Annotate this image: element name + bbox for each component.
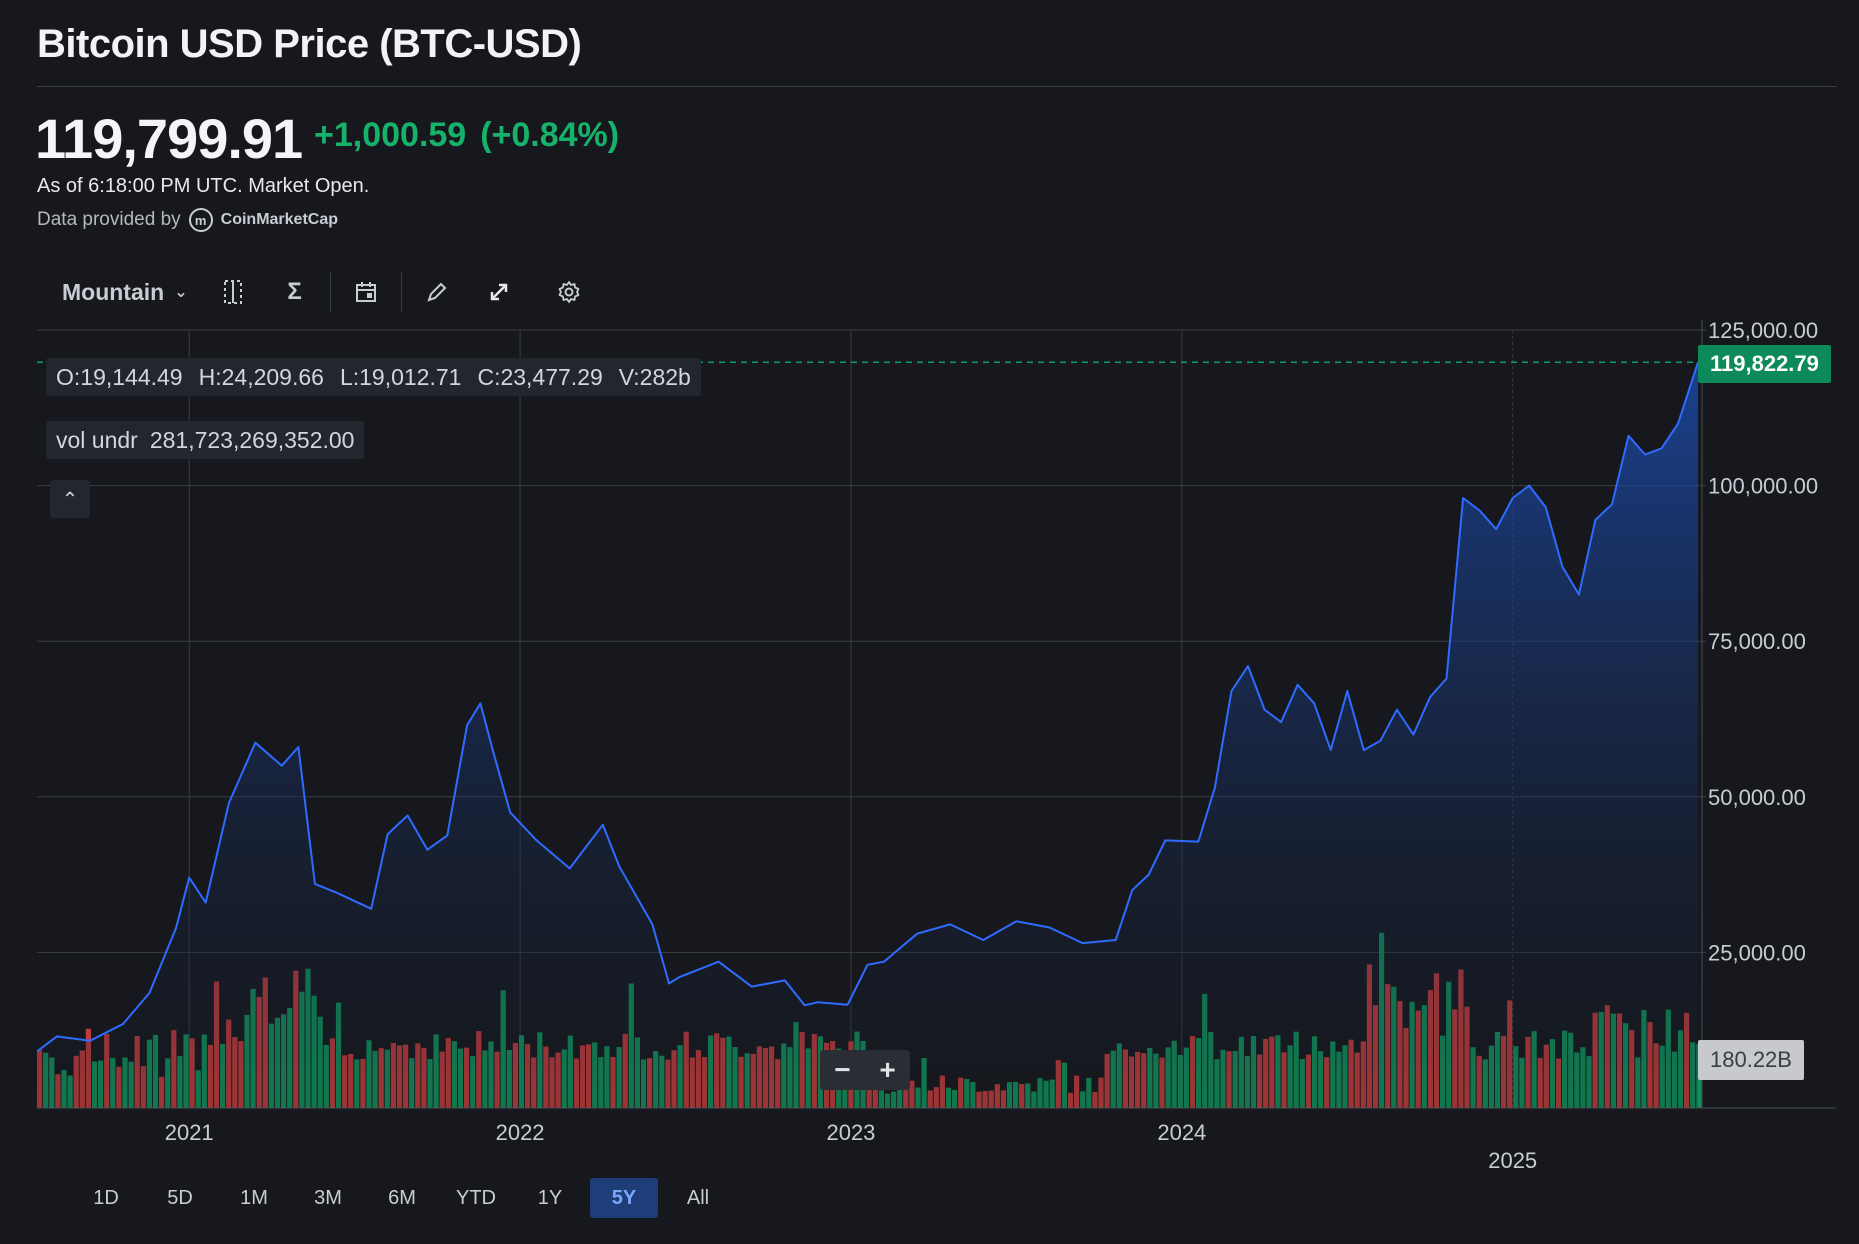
x-tick-label: 2022 xyxy=(496,1120,545,1145)
chevron-up-icon: ⌃ xyxy=(61,488,79,511)
collapse-legend-button[interactable]: ⌃ xyxy=(50,480,90,518)
volume-readout: vol undr 281,723,269,352.00 xyxy=(46,421,365,459)
zoom-controls: − + xyxy=(820,1050,910,1090)
ohlc-open: O:19,144.49 xyxy=(56,363,183,390)
range-button-1d[interactable]: 1D xyxy=(93,1186,119,1209)
y-tick-label: 50,000.00 xyxy=(1708,785,1806,810)
range-button-6m[interactable]: 6M xyxy=(388,1186,416,1209)
chart-toolbar: Mountain ⌄ Σ xyxy=(48,268,600,316)
range-button-1m[interactable]: 1M xyxy=(240,1186,268,1209)
price-line xyxy=(36,361,1699,1053)
price-change: +1,000.59 (+0.84%) xyxy=(314,116,619,155)
y-tick-label: 100,000.00 xyxy=(1708,474,1818,499)
toolbar-divider xyxy=(329,272,331,312)
draw-pencil-icon[interactable] xyxy=(406,270,468,314)
range-button-ytd[interactable]: YTD xyxy=(456,1186,496,1209)
title-divider xyxy=(37,86,1837,87)
chart-type-select[interactable]: Mountain ⌄ xyxy=(48,279,202,306)
ohlc-low: L:19,012.71 xyxy=(339,363,462,390)
y-tick-label: 75,000.00 xyxy=(1708,629,1806,654)
x-tick-label: 2023 xyxy=(826,1120,875,1145)
ohlc-close: C:23,477.29 xyxy=(477,363,603,390)
price-change-value: +1,000.59 xyxy=(314,116,467,154)
data-provider-label: Data provided by xyxy=(37,209,181,230)
data-provider-name[interactable]: CoinMarketCap xyxy=(220,211,339,228)
x-tick-label: 2024 xyxy=(1157,1120,1206,1145)
range-button-all[interactable]: All xyxy=(686,1186,710,1209)
zoom-out-button[interactable]: − xyxy=(834,1054,851,1085)
x-tick-label: 2021 xyxy=(165,1120,214,1145)
chart-axes: 125,000.00 100,000.00 75,000.00 50,000.00 25… xyxy=(37,318,1836,1173)
ohlc-readout: O:19,144.49 H:24,209.66 L:19,012.71 C:23… xyxy=(46,358,701,396)
ohlc-volume: V:282b xyxy=(618,363,691,390)
y-tick-label: 125,000.00 xyxy=(1708,318,1818,343)
toolbar-divider xyxy=(400,272,402,312)
indicators-icon[interactable]: Σ xyxy=(287,278,302,305)
fullscreen-expand-icon[interactable] xyxy=(468,270,530,314)
market-status: As of 6:18:00 PM UTC. Market Open. xyxy=(37,175,370,197)
price-area xyxy=(36,361,1699,1108)
price-area-fill xyxy=(37,362,1698,1108)
range-button-3m[interactable]: 3M xyxy=(314,1186,342,1209)
compare-icon[interactable] xyxy=(202,270,264,314)
price-change-percent: (+0.84%) xyxy=(480,116,620,154)
ohlc-high: H:24,209.66 xyxy=(198,363,324,390)
y-tick-label: 25,000.00 xyxy=(1708,940,1806,965)
events-calendar-icon[interactable] xyxy=(335,270,397,314)
range-button-5y[interactable]: 5Y xyxy=(590,1178,658,1218)
range-selector: 1D 5D 1M 3M 6M YTD 1Y 5Y All xyxy=(72,1178,732,1218)
coinmarketcap-logo-icon: m xyxy=(188,208,213,232)
volume-readout-value: 281,723,269,352.00 xyxy=(149,426,355,453)
chevron-down-icon: ⌄ xyxy=(174,284,188,301)
settings-gear-icon[interactable] xyxy=(538,270,600,314)
range-button-5d[interactable]: 5D xyxy=(167,1186,193,1209)
last-volume-tag: 180.22B xyxy=(1698,1040,1804,1080)
zoom-in-button[interactable]: + xyxy=(879,1054,896,1085)
data-provider: Data provided by m CoinMarketCap xyxy=(37,208,338,232)
page-title: Bitcoin USD Price (BTC-USD) xyxy=(37,22,582,66)
chart-type-label: Mountain xyxy=(62,278,165,305)
range-button-1y[interactable]: 1Y xyxy=(537,1186,563,1209)
x-tick-label: 2025 xyxy=(1488,1148,1537,1173)
last-price-tag: 119,822.79 xyxy=(1698,345,1831,383)
current-price: 119,799.91 xyxy=(35,107,303,170)
volume-readout-label: vol undr xyxy=(56,426,138,453)
